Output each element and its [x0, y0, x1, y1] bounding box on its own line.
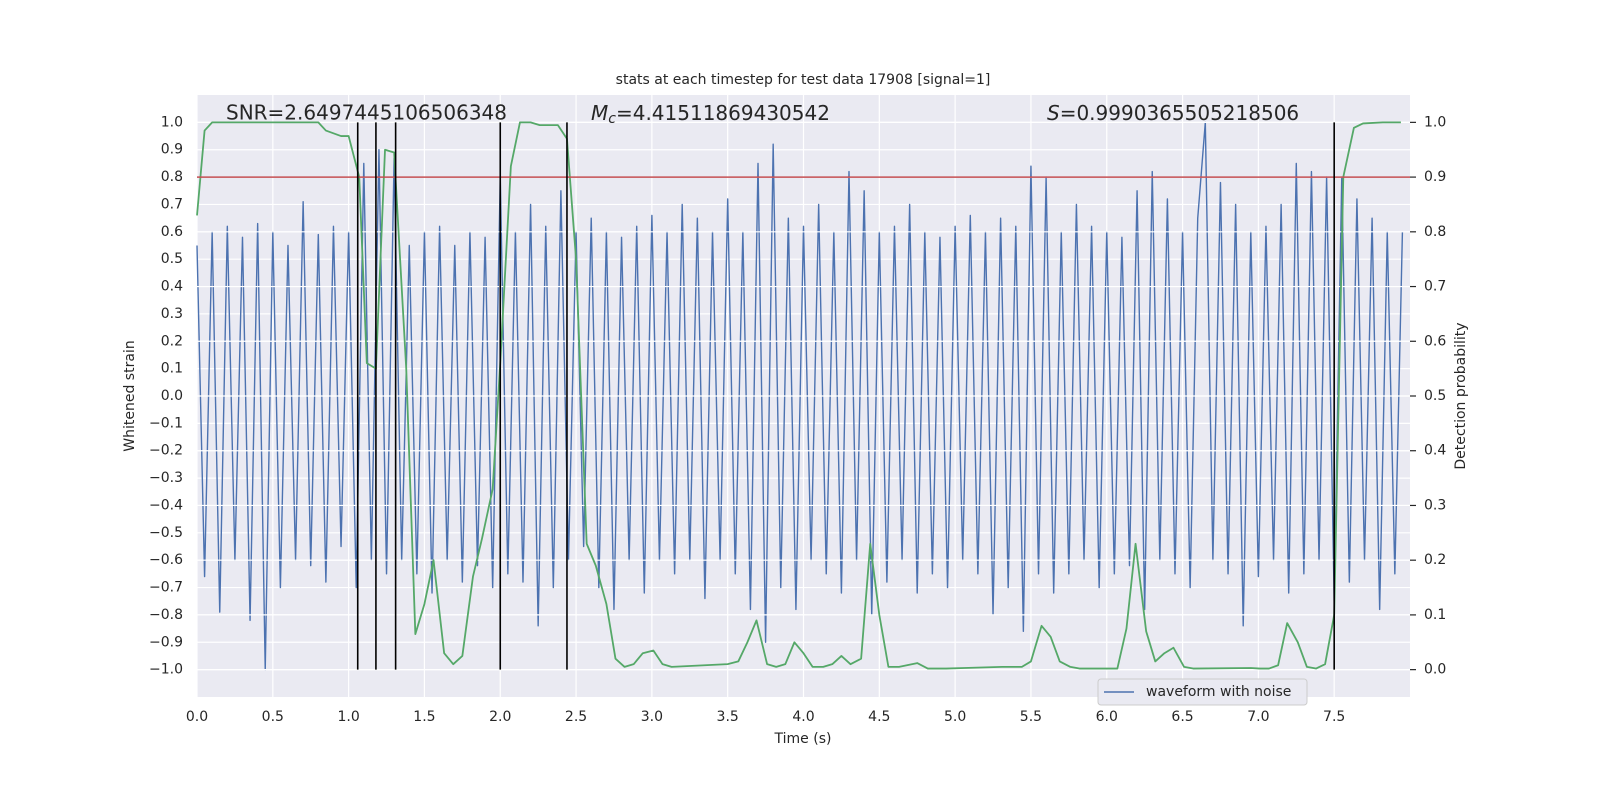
- x-tick-label: 7.5: [1323, 709, 1345, 725]
- y-tick-label: 0.2: [161, 333, 183, 349]
- x-tick-label: 3.0: [641, 709, 663, 725]
- y-tick-label: −0.3: [149, 470, 183, 486]
- y2-tick-label: 1.0: [1424, 114, 1446, 130]
- x-tick-label: 5.5: [1020, 709, 1042, 725]
- y-tick-label: 0.6: [161, 224, 183, 240]
- y-tick-label: 1.0: [161, 114, 183, 130]
- y-tick-label: −0.5: [149, 525, 183, 541]
- x-tick-label: 1.0: [337, 709, 359, 725]
- annotation-subscript: c: [608, 111, 616, 127]
- legend-label: waveform with noise: [1146, 684, 1291, 700]
- y2-tick-label: 0.1: [1424, 607, 1446, 623]
- x-tick-label: 4.5: [868, 709, 890, 725]
- y-axis-label: Whitened strain: [122, 340, 138, 451]
- y-tick-label: −0.9: [149, 634, 183, 650]
- series-line: [196, 121, 1401, 670]
- x-tick-label: 1.5: [413, 709, 435, 725]
- annotation: S=0.9990365505218506: [1047, 101, 1299, 125]
- annotation-text: =0.9990365505218506: [1060, 101, 1299, 125]
- annotation-symbol: S: [1047, 101, 1060, 125]
- y-tick-label: 0.4: [161, 279, 183, 295]
- y2-tick-label: 0.3: [1424, 497, 1446, 513]
- y-tick-label: −1.0: [149, 662, 183, 678]
- x-tick-label: 4.0: [792, 709, 814, 725]
- y2-tick-label: 0.2: [1424, 552, 1446, 568]
- x-tick-label: 6.0: [1096, 709, 1118, 725]
- y-tick-label: 0.5: [161, 251, 183, 267]
- y-tick-label: −0.4: [149, 497, 183, 513]
- x-axis-label: Time (s): [774, 731, 832, 747]
- x-tick-label: 0.5: [262, 709, 284, 725]
- y-tick-label: 0.9: [161, 142, 183, 158]
- x-tick-label: 7.0: [1247, 709, 1269, 725]
- annotation: Mc=4.41511869430542: [591, 101, 830, 128]
- y2-tick-label: 0.7: [1424, 279, 1446, 295]
- y2-tick-label: 0.0: [1424, 662, 1446, 678]
- chart-title: stats at each timestep for test data 179…: [616, 72, 991, 88]
- y-tick-label: 0.1: [161, 361, 183, 377]
- x-tick-label: 2.0: [489, 709, 511, 725]
- x-tick-label: 5.0: [944, 709, 966, 725]
- y2-tick-label: 0.5: [1424, 388, 1446, 404]
- x-tick-label: 6.5: [1171, 709, 1193, 725]
- y-tick-label: −0.6: [149, 552, 183, 568]
- y2-tick-label: 0.6: [1424, 333, 1446, 349]
- legend: waveform with noise: [1097, 678, 1308, 706]
- annotation-symbol: M: [591, 101, 608, 125]
- y2-tick-label: 0.9: [1424, 169, 1446, 185]
- annotation: SNR=2.6497445106506348: [226, 101, 507, 125]
- x-tick-label: 2.5: [565, 709, 587, 725]
- legend-box: [1097, 678, 1308, 706]
- x-tick-label: 3.5: [717, 709, 739, 725]
- y-tick-label: 0.7: [161, 196, 183, 212]
- y-tick-label: −0.7: [149, 580, 183, 596]
- annotation-text: =4.41511869430542: [616, 101, 830, 125]
- y-tick-label: 0.8: [161, 169, 183, 185]
- y-tick-label: 0.3: [161, 306, 183, 322]
- y2-tick-label: 0.8: [1424, 224, 1446, 240]
- series-line: [196, 121, 1404, 671]
- y2-tick-label: 0.4: [1424, 443, 1446, 459]
- y2-axis-label: Detection probability: [1453, 322, 1469, 469]
- y-tick-label: 0.0: [161, 388, 183, 404]
- x-tick-label: 0.0: [186, 709, 208, 725]
- y-tick-label: −0.8: [149, 607, 183, 623]
- y-tick-label: −0.1: [149, 415, 183, 431]
- y-tick-label: −0.2: [149, 443, 183, 459]
